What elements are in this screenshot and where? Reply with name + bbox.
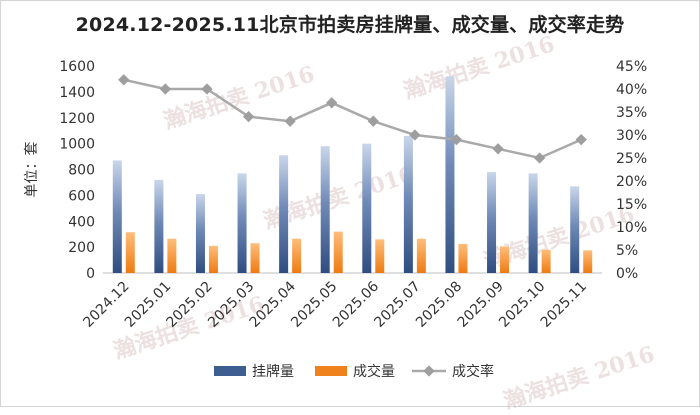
bar-deals [208, 245, 218, 273]
bar-listing [195, 194, 205, 273]
legend-label-rate: 成交率 [452, 363, 494, 380]
bar-listing [320, 146, 330, 273]
y-tick-label: 600 [68, 188, 95, 204]
bar-deals [541, 249, 551, 273]
line-point-deal-rate [284, 115, 296, 127]
line-point-deal-rate [326, 97, 338, 109]
bar-deals [375, 239, 385, 273]
line-point-deal-rate [533, 152, 546, 164]
bar-listing [487, 172, 497, 273]
bar-listing [154, 179, 164, 273]
legend-swatch-listing [214, 366, 246, 376]
y-tick-label: 400 [68, 214, 95, 230]
bar-listing [112, 160, 122, 273]
legend-swatch-deals [315, 366, 347, 376]
bar-deals [125, 232, 135, 273]
line-point-deal-rate [450, 133, 463, 146]
line-deal-rate [123, 78, 582, 160]
y2-tick-label: 0% [616, 266, 638, 282]
legend-label-listing: 挂牌量 [252, 363, 294, 380]
y2-tick-label: 10% [616, 220, 647, 236]
legend-marker-rate [423, 365, 435, 377]
y2-tick-label: 5% [616, 243, 638, 259]
y2-tick-label: 15% [616, 197, 647, 213]
y2-tick-label: 25% [616, 151, 647, 167]
bar-deals [167, 238, 177, 273]
y-tick-label: 1600 [59, 59, 95, 75]
y2-tick-label: 35% [616, 105, 647, 121]
bar-listing [528, 173, 538, 273]
y2-tick-label: 30% [616, 128, 647, 144]
bar-deals [250, 243, 260, 273]
y-tick-label: 1200 [59, 111, 95, 127]
y-tick-label: 0 [86, 266, 95, 282]
bar-listing [570, 186, 580, 273]
line-point-deal-rate [409, 129, 421, 141]
x-tick-label: 2025.11 [538, 279, 590, 331]
bar-listing [237, 173, 247, 273]
bar-deals [333, 231, 343, 273]
legend-label-deals: 成交量 [353, 363, 395, 380]
line-point-deal-rate [492, 143, 504, 155]
y2-tick-label: 40% [616, 82, 647, 98]
bar-deals [458, 243, 468, 273]
y-tick-label: 1000 [59, 137, 95, 153]
y-tick-label: 1400 [59, 85, 95, 101]
line-point-deal-rate [575, 133, 587, 146]
line-point-deal-rate [159, 83, 172, 95]
y-tick-label: 800 [68, 163, 95, 179]
bar-deals [292, 238, 302, 273]
y-axis-label: 单位：套 [24, 142, 40, 198]
bar-listing [279, 155, 289, 273]
chart-title: 2024.12-2025.11北京市拍卖房挂牌量、成交量、成交率走势 [75, 14, 625, 36]
bar-deals [416, 238, 426, 273]
bar-listing [445, 76, 455, 273]
line-point-deal-rate [118, 74, 130, 86]
line-point-deal-rate [367, 115, 379, 127]
bar-listing [403, 135, 413, 273]
y2-tick-label: 20% [616, 174, 647, 190]
bar-listing [362, 143, 372, 273]
bar-deals [583, 250, 593, 273]
y2-tick-label: 45% [616, 59, 647, 75]
bar-deals [500, 246, 510, 273]
y-tick-label: 200 [68, 240, 95, 256]
